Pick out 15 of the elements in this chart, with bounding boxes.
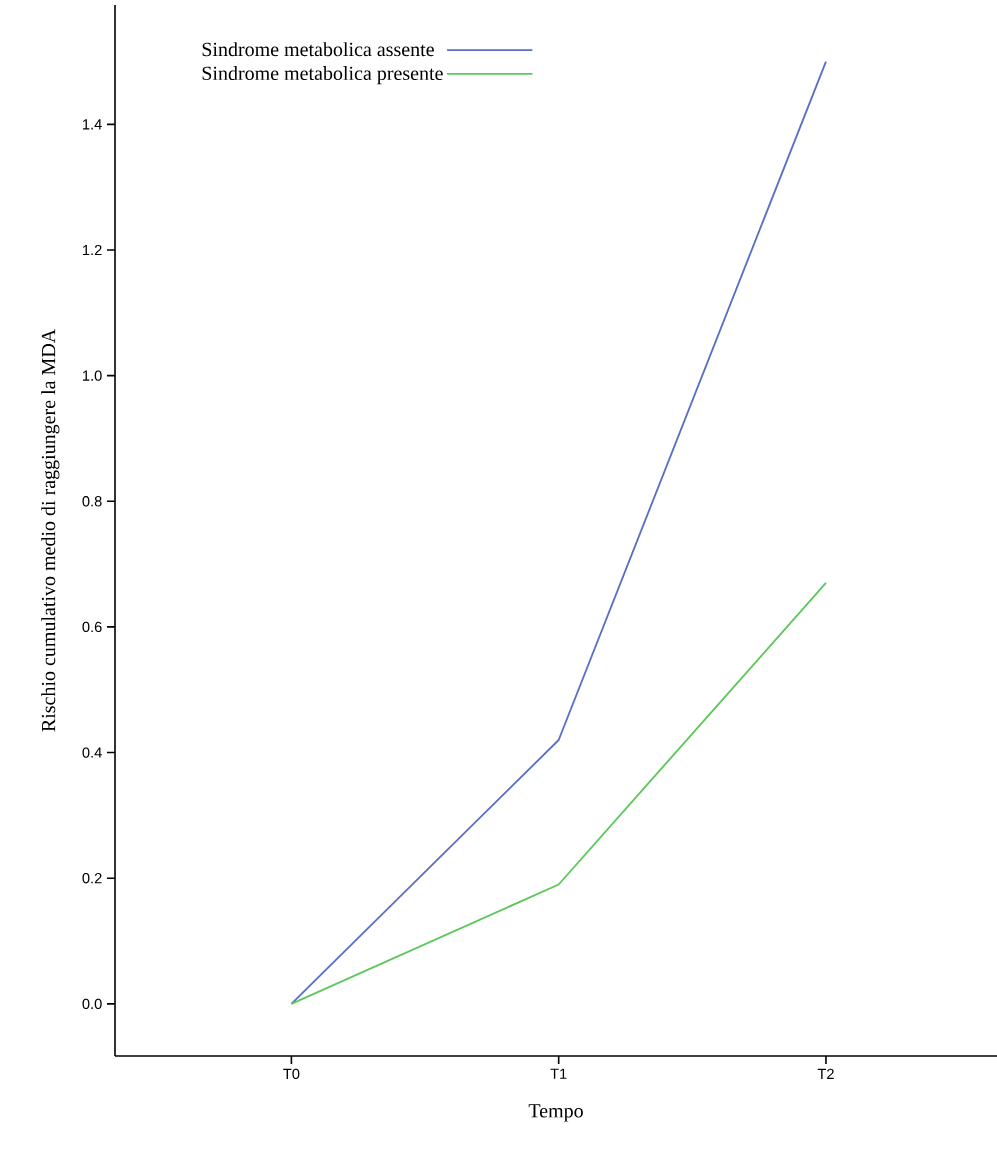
y-tick-label: 0.2 <box>82 873 102 884</box>
y-tick-label: 0.8 <box>82 496 102 507</box>
y-tick-label: 0.6 <box>82 621 102 633</box>
x-tick-label: T1 <box>550 1068 567 1079</box>
legend-label: Sindrome metabolica assente <box>202 42 434 57</box>
x-tick-label: T2 <box>817 1068 834 1079</box>
y-tick-label: 1.2 <box>83 244 102 256</box>
y-tick-label: 1.4 <box>83 119 102 130</box>
x-tick-label: T0 <box>283 1068 300 1080</box>
legend-label: Sindrome metabolica presente <box>202 66 443 85</box>
y-tick-label: 0.4 <box>82 747 102 758</box>
y-tick-label: 0.0 <box>82 998 102 1010</box>
y-axis-title: Rischio cumulativo medio di raggiungere la MDA <box>41 328 60 732</box>
x-axis-title: Tempo <box>528 1104 583 1122</box>
y-tick-label: 1.0 <box>83 370 102 381</box>
